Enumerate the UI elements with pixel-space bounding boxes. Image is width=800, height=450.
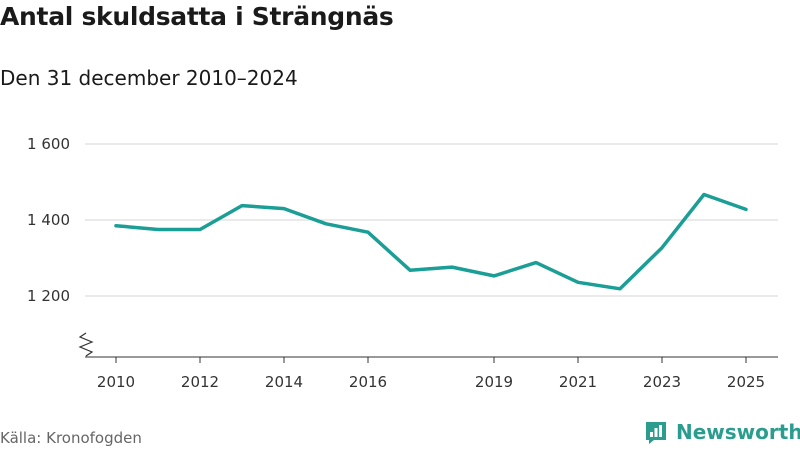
data-point	[701, 192, 707, 198]
series-line	[114, 192, 748, 291]
y-tick-label: 1 400	[27, 211, 70, 229]
data-point	[197, 227, 203, 233]
y-tick-label: 1 600	[27, 135, 70, 153]
data-point	[659, 245, 665, 251]
data-point	[113, 223, 119, 229]
chart-title: Antal skuldsatta i Strängnäs	[0, 2, 394, 31]
y-tick-label: 1 200	[27, 287, 70, 305]
data-point	[155, 227, 161, 233]
x-tick-label: 2019	[475, 373, 513, 391]
brand-name: Newsworthy	[676, 420, 800, 444]
data-point	[281, 206, 287, 212]
data-point	[743, 206, 749, 212]
x-tick-label: 2014	[265, 373, 303, 391]
x-tick-label: 2021	[559, 373, 597, 391]
axis-break-icon	[78, 332, 94, 357]
chart-subtitle: Den 31 december 2010–2024	[0, 66, 298, 90]
data-point	[407, 267, 413, 273]
bar-chart-logo-icon	[646, 422, 666, 444]
data-point	[239, 203, 245, 209]
data-point	[575, 279, 581, 285]
data-point	[323, 221, 329, 227]
x-tick-label: 2016	[349, 373, 387, 391]
data-point	[617, 286, 623, 292]
x-tick-label: 2012	[181, 373, 219, 391]
newsworthy-brand: Newsworthy	[644, 420, 800, 444]
x-tick-label: 2023	[643, 373, 681, 391]
data-point	[533, 260, 539, 266]
data-point	[449, 264, 455, 270]
source-note: Källa: Kronofogden	[0, 429, 142, 447]
data-point	[491, 273, 497, 279]
x-tick-label: 2010	[97, 373, 135, 391]
x-tick-label: 2025	[727, 373, 765, 391]
data-point	[365, 229, 371, 235]
